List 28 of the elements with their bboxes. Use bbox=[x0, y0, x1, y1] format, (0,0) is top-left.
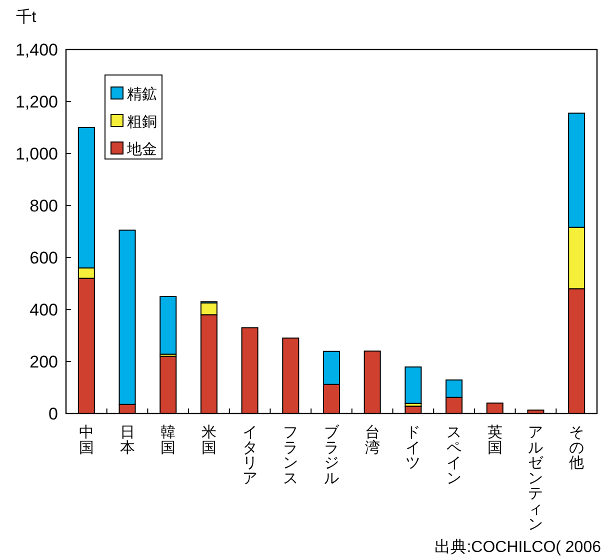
bar bbox=[160, 296, 177, 355]
y-tick-label: 400 bbox=[30, 300, 58, 320]
x-tick-label: アルゼンティン bbox=[528, 424, 544, 533]
x-tick-label: 英国 bbox=[487, 424, 502, 456]
y-tick-label: 600 bbox=[30, 248, 58, 268]
x-tick-label: スペイン bbox=[446, 424, 462, 487]
bar bbox=[404, 366, 422, 404]
y-tick-label: 1,400 bbox=[15, 40, 58, 60]
x-tick-label: 韓国 bbox=[160, 424, 176, 456]
source-note: 出典:COCHILCO( 2006 bbox=[434, 538, 602, 556]
y-axis-title: 千t bbox=[16, 8, 37, 26]
x-tick-label: 日本 bbox=[120, 424, 135, 456]
x-tick-label: ブラジル bbox=[324, 424, 340, 487]
x-tick-label: フランス bbox=[283, 424, 298, 487]
x-tick-label: 台湾 bbox=[364, 424, 380, 456]
x-tick-label: 中国 bbox=[78, 424, 94, 456]
x-tick-label: 米国 bbox=[201, 424, 216, 456]
x-tick-label: イタリア bbox=[242, 424, 258, 487]
y-tick-label: 200 bbox=[30, 352, 58, 372]
y-tick-label: 800 bbox=[30, 196, 58, 216]
legend-label: 地金 bbox=[126, 141, 157, 158]
y-tick-label: 1,000 bbox=[15, 144, 58, 164]
x-tick-label: ドイツ bbox=[406, 424, 421, 472]
legend-label: 粗銅 bbox=[127, 114, 157, 130]
legend-label: 精鉱 bbox=[127, 86, 157, 103]
y-tick-label: 0 bbox=[48, 404, 58, 424]
y-tick-label: 1,200 bbox=[15, 92, 58, 112]
x-tick-label: その他 bbox=[569, 424, 584, 472]
